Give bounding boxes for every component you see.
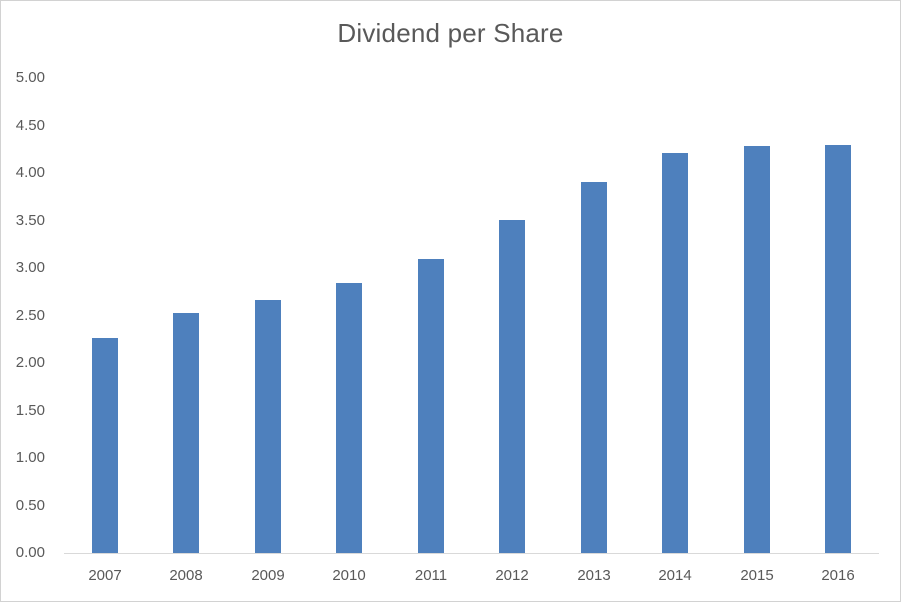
bar-2015[interactable] [744,146,770,553]
y-axis-tick-label: 1.50 [15,401,45,419]
bar-2009[interactable] [255,300,281,553]
bar-2012[interactable] [499,220,525,553]
bar-2010[interactable] [336,283,362,553]
y-axis-tick-label: 0.50 [15,496,45,514]
chart-title: Dividend per Share [337,18,564,48]
y-axis-tick-label: 2.50 [15,306,45,324]
y-axis-tick-label: 4.50 [15,116,45,134]
y-axis-tick-label: 5.00 [15,69,45,86]
y-axis-tick-label: 0.00 [15,544,45,561]
x-axis-tick-label: 2011 [414,567,448,584]
bar-2013[interactable] [581,182,607,553]
x-axis-tick-label: 2012 [495,567,529,584]
x-axis-tick-label: 2014 [658,567,692,584]
y-axis-tick-label: 1.00 [15,449,45,466]
x-axis-tick-label: 2009 [251,567,285,584]
bar-2011[interactable] [418,259,444,553]
x-axis-tick-label: 2010 [332,567,366,584]
y-axis-tick-label: 3.50 [15,211,45,229]
x-axis-tick-label: 2013 [577,567,611,584]
bar-2014[interactable] [662,153,688,553]
x-axis-tick-label: 2007 [88,567,122,584]
bar-2007[interactable] [92,338,118,553]
y-axis-tick-label: 2.00 [15,354,45,371]
y-axis-tick-label: 4.00 [15,164,45,181]
plot-area [64,78,879,554]
bar-2016[interactable] [825,145,851,553]
y-axis-tick-label: 3.00 [15,259,45,276]
x-axis-tick-label: 2008 [169,567,203,584]
x-axis-tick-label: 2016 [821,567,855,584]
x-axis-tick-label: 2015 [740,567,774,584]
bar-2008[interactable] [173,313,199,553]
